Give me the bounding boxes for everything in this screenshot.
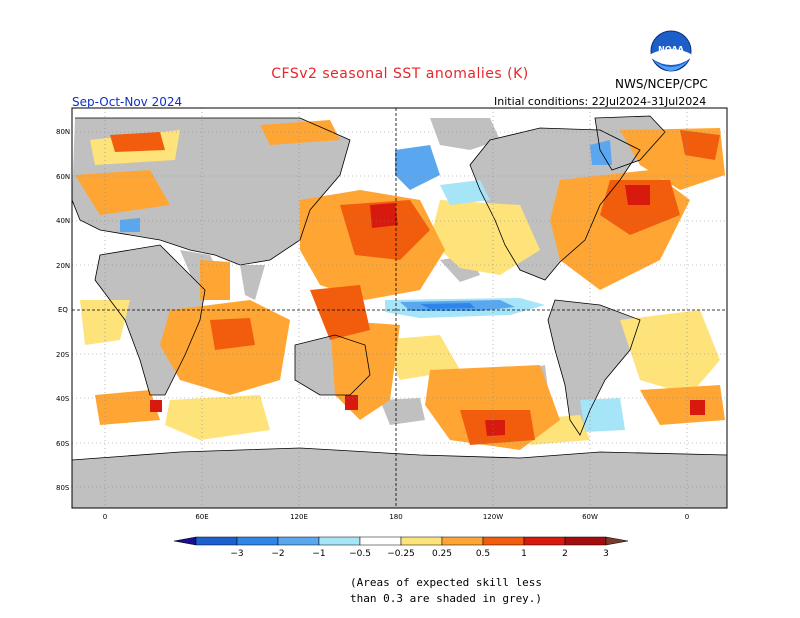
lat-label: 20S <box>56 351 70 359</box>
agency-label: NWS/NCEP/CPC <box>615 77 708 91</box>
lon-label: 120E <box>290 513 308 521</box>
lon-axis: 0 60E 120E 180 120W 60W 0 <box>103 513 689 521</box>
colorbar-segment <box>359 536 402 546</box>
map-title: CFSv2 seasonal SST anomalies (K) <box>271 66 529 82</box>
colorbar-segment <box>236 536 279 546</box>
season-label: Sep-Oct-Nov 2024 <box>72 95 183 109</box>
coastlines <box>72 115 727 461</box>
colorbar-label: −0.5 <box>349 549 371 559</box>
colorbar-label: 3 <box>603 549 609 559</box>
colorbar-label: 1 <box>521 549 527 559</box>
warm-anomalies-light <box>80 130 720 445</box>
colorbar-segment <box>482 536 525 546</box>
colorbar-segment <box>277 536 320 546</box>
colorbar-label: 0.25 <box>432 549 452 559</box>
cool-anomalies <box>120 140 625 432</box>
lat-label: 20N <box>56 262 70 270</box>
colorbar-segment <box>400 536 443 546</box>
lat-label: 40N <box>56 217 70 225</box>
initial-conditions-label: Initial conditions: 22Jul2024-31Jul2024 <box>494 95 707 108</box>
lon-label: 60W <box>582 513 598 521</box>
lon-label: 120W <box>483 513 503 521</box>
colorbar-segment <box>195 536 238 546</box>
colorbar-labels: −3 −2 −1 −0.5 −0.25 0.25 0.5 1 2 3 <box>230 549 609 559</box>
skill-note-line: than 0.3 are shaded in grey.) <box>350 592 543 605</box>
lat-label: 80N <box>56 128 70 136</box>
noaa-logo-icon: NOAA <box>650 30 692 72</box>
noaa-logo-text: NOAA <box>658 45 684 54</box>
colorbar-extend-high <box>605 536 629 546</box>
colorbar-segment <box>441 536 484 546</box>
equator-dateline <box>72 108 727 508</box>
colorbar-label: −2 <box>271 549 284 559</box>
lat-label: 40S <box>56 395 70 403</box>
graticule <box>72 108 727 508</box>
lat-label: 60S <box>56 440 70 448</box>
lon-label: 0 <box>103 513 107 521</box>
colorbar-segment <box>318 536 361 546</box>
lon-label: 0 <box>685 513 689 521</box>
colorbar-segment <box>564 536 607 546</box>
skill-note-line: (Areas of expected skill less <box>350 576 543 589</box>
lat-label: 60N <box>56 173 70 181</box>
colorbar-label: 0.5 <box>476 549 490 559</box>
map-frame <box>71 107 728 509</box>
colorbar <box>173 536 629 546</box>
colorbar-label: −3 <box>230 549 243 559</box>
colorbar-segment <box>523 536 566 546</box>
colorbar-label: −0.25 <box>387 549 415 559</box>
lat-label: EQ <box>58 306 68 314</box>
lat-axis: 80N 60N 40N 20N EQ 20S 40S 60S 80S <box>56 128 70 492</box>
colorbar-extend-low <box>173 536 197 546</box>
warm-anomalies-darkred <box>150 185 705 436</box>
colorbar-label: −1 <box>312 549 325 559</box>
lon-label: 180 <box>389 513 402 521</box>
lat-label: 80S <box>56 484 70 492</box>
colorbar-label: 2 <box>562 549 568 559</box>
skill-note: (Areas of expected skill less than 0.3 a… <box>350 575 550 607</box>
lon-label: 60E <box>195 513 208 521</box>
